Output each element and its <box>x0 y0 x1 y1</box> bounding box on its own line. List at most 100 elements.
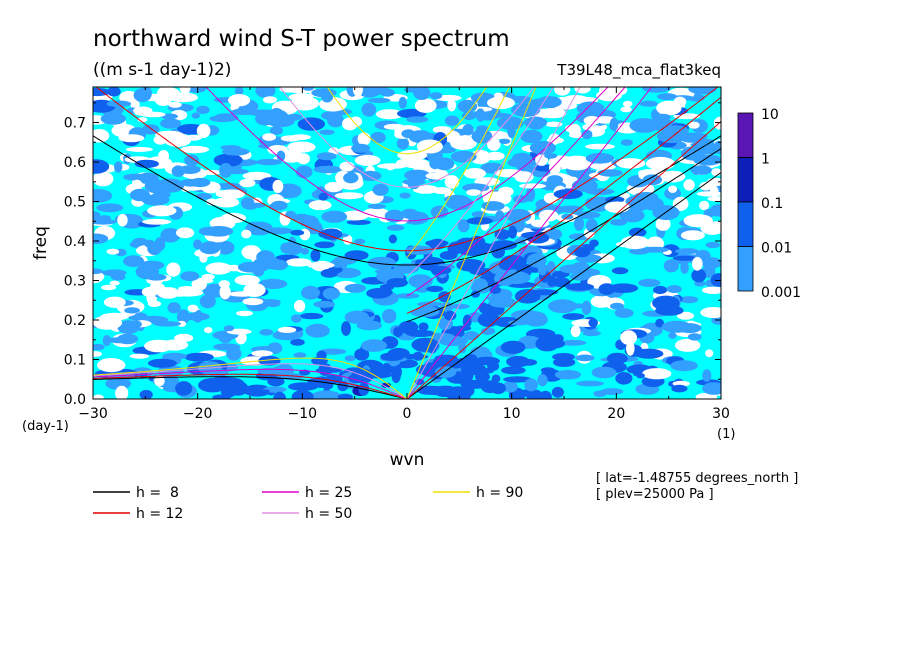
power-cell <box>508 320 530 326</box>
power-cell <box>713 140 721 154</box>
power-cell <box>713 116 721 130</box>
power-cell <box>93 171 114 187</box>
power-cell <box>320 228 343 240</box>
power-cell <box>236 310 253 317</box>
power-cell <box>487 137 501 151</box>
power-cell <box>189 177 211 188</box>
power-cell <box>505 208 532 223</box>
power-cell <box>93 219 117 225</box>
power-cell <box>386 224 405 231</box>
power-cell <box>537 374 548 387</box>
annotation-latitude: [ lat=-1.48755 degrees_north ] <box>596 471 798 486</box>
power-cell <box>511 152 533 165</box>
power-cell <box>668 185 678 193</box>
power-cell <box>382 308 397 324</box>
power-cell <box>187 304 199 313</box>
colorbar: 10 1 0.1 0.01 0.001 <box>737 107 801 301</box>
power-cell <box>656 100 682 116</box>
rossby-wave-curve <box>93 363 408 399</box>
power-cell <box>307 261 335 269</box>
power-cell <box>321 111 338 120</box>
mrg-wave-curve <box>406 96 721 314</box>
power-cell <box>402 178 426 186</box>
power-cell <box>93 315 123 330</box>
power-cell <box>672 255 698 261</box>
power-cell <box>401 208 419 219</box>
power-cell <box>571 179 598 192</box>
x-tick-label: −10 <box>288 406 318 422</box>
kelvin-wave-curve <box>406 121 721 399</box>
power-cell <box>447 99 457 112</box>
power-cell <box>547 275 557 287</box>
power-cell <box>480 380 500 394</box>
power-cell <box>675 248 699 255</box>
power-cell <box>615 241 643 248</box>
x-tick-label: 30 <box>712 406 730 422</box>
power-cell <box>93 233 109 245</box>
power-cell <box>526 253 547 268</box>
power-cell <box>519 359 538 366</box>
power-cell <box>450 303 470 310</box>
chart-subtitle: ((m s-1 day-1)2) <box>93 60 231 80</box>
power-cell <box>134 159 159 168</box>
power-cell <box>582 330 601 337</box>
power-cell <box>585 188 615 196</box>
power-cell <box>357 87 381 98</box>
power-cell <box>361 102 377 117</box>
power-cell <box>129 353 149 359</box>
rossby-wave-curve <box>93 376 408 399</box>
power-cell <box>98 215 111 222</box>
power-cell <box>652 295 680 311</box>
power-cell <box>576 380 604 387</box>
power-cell <box>310 249 321 262</box>
power-cell <box>342 117 358 131</box>
power-cell <box>620 330 637 345</box>
colorbar-label: 1 <box>761 152 770 168</box>
power-cell <box>382 362 392 371</box>
power-cell <box>344 283 366 293</box>
y-tick-label: 0.7 <box>64 116 86 132</box>
power-cell <box>239 178 256 188</box>
power-cell <box>234 275 260 286</box>
power-cell <box>270 200 288 211</box>
power-cell <box>414 259 425 267</box>
power-cell <box>140 111 166 118</box>
power-cell <box>117 320 140 334</box>
power-cell <box>290 229 305 236</box>
power-cell <box>213 153 243 167</box>
kelvin-wave-curve <box>406 87 537 399</box>
power-cell <box>639 100 658 107</box>
power-cell <box>610 302 625 310</box>
kelvin-wave-curve <box>406 172 721 399</box>
power-cell <box>471 128 493 144</box>
power-cell <box>388 234 397 244</box>
power-cell <box>655 217 671 231</box>
power-cell <box>293 352 307 358</box>
power-cell <box>619 208 645 223</box>
y-tick-label: 0.2 <box>64 313 86 329</box>
power-cell <box>480 327 496 336</box>
power-cell <box>487 361 500 372</box>
power-cell <box>416 139 443 154</box>
power-cell <box>354 154 381 166</box>
y-axis-unit: (day-1) <box>22 419 69 434</box>
power-cell <box>393 365 402 379</box>
power-cell <box>676 311 695 320</box>
power-cell <box>352 87 363 97</box>
power-cell <box>367 97 391 104</box>
power-cell <box>319 129 335 135</box>
power-cell <box>393 326 403 338</box>
power-cell <box>196 105 210 115</box>
power-cell <box>255 87 276 98</box>
power-cell <box>123 255 145 268</box>
power-cell <box>687 333 702 341</box>
power-cell <box>100 284 117 291</box>
power-cell <box>156 287 180 299</box>
power-cell <box>660 170 686 183</box>
power-cell <box>292 213 311 222</box>
power-cell <box>321 90 334 103</box>
power-cell <box>117 333 139 345</box>
power-cell <box>213 197 240 208</box>
ig-wave-curve <box>326 87 488 155</box>
power-cell <box>160 118 182 129</box>
